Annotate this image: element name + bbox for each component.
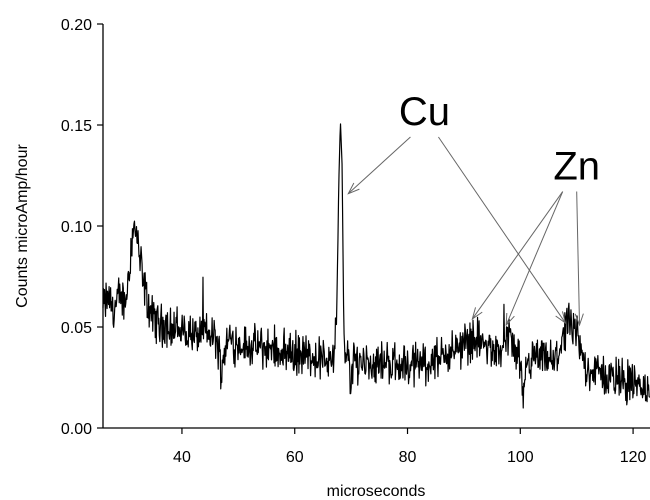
annotation-arrow [576, 191, 581, 325]
annotation-arrowhead [505, 312, 515, 327]
x-tick-label: 100 [507, 449, 534, 466]
annotation-arrow [347, 136, 411, 195]
y-tick-label: 0.05 [61, 320, 92, 337]
annotation-arrow [471, 191, 564, 320]
y-tick-label: 0.20 [61, 17, 92, 34]
y-tick-label: 0.15 [61, 118, 92, 135]
annotation-arrowhead [347, 182, 360, 195]
y-ticks: 0.00 0.05 0.10 0.15 0.20 [61, 17, 103, 438]
annotation-arrowhead [574, 313, 584, 327]
annotation-label: Zn [553, 145, 600, 189]
x-tick-label: 40 [173, 449, 191, 466]
y-tick-label: 0.10 [61, 219, 92, 236]
x-tick-label: 80 [399, 449, 417, 466]
annotation-arrow [505, 191, 564, 326]
annotation-label: Cu [399, 90, 450, 134]
x-ticks: 40 60 80 100 120 [173, 428, 647, 466]
signal-series-line [102, 123, 650, 409]
annotation-arrow [438, 136, 566, 324]
y-tick-label: 0.00 [61, 421, 92, 438]
x-tick-label: 120 [620, 449, 647, 466]
y-axis-title: Counts microAmp/hour [14, 144, 31, 308]
x-tick-label: 60 [286, 449, 304, 466]
annotation-arrowhead [471, 307, 483, 321]
annotation-arrowhead [555, 311, 567, 325]
peak-annotations: Cu Zn [347, 90, 600, 327]
x-axis-title: microseconds [327, 483, 426, 500]
